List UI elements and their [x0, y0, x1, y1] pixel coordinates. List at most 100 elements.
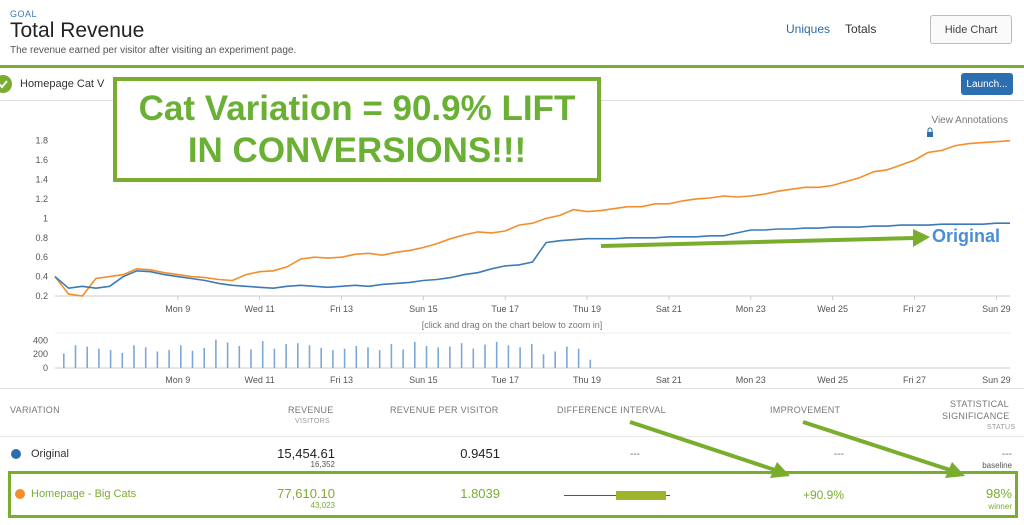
volume-x-tick-label: Fri 13 — [330, 375, 353, 385]
results-chart[interactable]: Mon 9 Wed 11 Fri 13 Sun 15 Tue 17 Thu 19 Sat 2… — [0, 101, 1024, 388]
volume-bar — [285, 343, 287, 368]
variation-name[interactable]: Homepage - Big Cats — [31, 488, 137, 500]
volume-bar — [554, 351, 556, 368]
volume-bar — [215, 339, 217, 368]
y-tick-label: 1 — [43, 213, 48, 223]
page-name[interactable]: Homepage Cat V — [20, 78, 105, 90]
volume-bar — [320, 348, 322, 368]
lock-icon[interactable] — [927, 127, 933, 137]
annotation-arrow — [600, 236, 916, 248]
significance-value: 98% — [985, 486, 1012, 501]
volume-bar — [261, 341, 264, 368]
volume-bar — [519, 347, 521, 368]
variation-name[interactable]: Original — [31, 448, 69, 460]
volume-bar — [472, 348, 475, 368]
volume-bar — [589, 359, 592, 368]
volume-y-tick-label: 0 — [43, 363, 48, 373]
header-status: STATUS — [987, 424, 1016, 431]
x-tick-label: Fri 13 — [330, 304, 353, 314]
goal-header — [0, 0, 1024, 66]
view-annotations-link[interactable]: View Annotations — [931, 115, 1008, 126]
volume-bar — [98, 348, 100, 368]
volume-bar — [308, 345, 311, 368]
volume-bar — [367, 347, 369, 368]
volume-bar — [531, 343, 533, 368]
table-divider — [0, 436, 1024, 437]
y-tick-label: 1.8 — [35, 136, 48, 146]
green-divider — [0, 65, 1024, 68]
volume-bar — [109, 350, 112, 368]
volume-bar — [414, 341, 416, 368]
volume-bar — [203, 348, 205, 368]
volume-bar — [332, 350, 334, 368]
rpv-value: 0.9451 — [460, 446, 500, 461]
significance-value: --- — [1002, 449, 1012, 460]
hide-chart-button[interactable]: Hide Chart — [930, 15, 1012, 44]
y-tick-label: 0.8 — [35, 233, 48, 243]
rpv-value: 1.8039 — [460, 486, 500, 501]
header-diff-interval: DIFFERENCE INTERVAL — [557, 405, 666, 415]
volume-bar — [238, 345, 241, 368]
x-tick-label: Thu 19 — [573, 304, 601, 314]
interval-bar — [616, 491, 666, 500]
x-tick-label: Wed 25 — [817, 304, 848, 314]
volume-bar — [542, 354, 545, 368]
original-series-label: Original — [932, 226, 1000, 246]
launch-button[interactable]: Launch... — [961, 73, 1013, 95]
volume-bar — [577, 348, 580, 368]
zoom-hint: [click and drag on the chart below to zo… — [422, 320, 603, 330]
x-tick-label: Sun 15 — [409, 304, 438, 314]
page-title: Total Revenue — [10, 19, 145, 42]
x-tick-label: Fri 27 — [903, 304, 926, 314]
header-stat-2: SIGNIFICANCE — [942, 411, 1010, 421]
volume-bar — [343, 348, 346, 368]
volume-bar — [168, 350, 170, 368]
improvement-value: +90.9% — [802, 488, 844, 502]
tab-uniques[interactable]: Uniques — [786, 22, 831, 36]
y-tick-label: 0.4 — [35, 272, 48, 282]
volume-bar — [390, 343, 393, 368]
volume-x-tick-label: Fri 27 — [903, 375, 926, 385]
volume-x-tick-label: Sun 15 — [409, 375, 438, 385]
visitors-value: 16,352 — [310, 460, 335, 469]
annotation-box: Cat Variation = 90.9% LIFT IN CONVERSION… — [113, 77, 601, 182]
x-tick-label: Mon 9 — [165, 304, 190, 314]
header-improvement: IMPROVEMENT — [770, 405, 841, 415]
x-tick-label: Sun 29 — [982, 304, 1011, 314]
volume-x-tick-label: Wed 25 — [817, 375, 848, 385]
volume-bar — [355, 345, 358, 368]
volume-bar — [144, 347, 147, 368]
revenue-value: 15,454.61 — [277, 446, 335, 461]
volume-x-tick-label: Mon 23 — [736, 375, 766, 385]
diff-interval-value: --- — [630, 449, 640, 460]
tab-totals[interactable]: Totals — [845, 22, 877, 36]
volume-x-tick-label: Tue 17 — [491, 375, 519, 385]
volume-bar — [191, 350, 194, 368]
volume-x-tick-label: Mon 9 — [165, 375, 190, 385]
y-tick-label: 1.2 — [35, 194, 48, 204]
volume-bar — [133, 345, 135, 368]
check-icon — [0, 75, 12, 93]
variation-color-dot — [11, 449, 21, 459]
status-badge: baseline — [982, 461, 1012, 470]
x-tick-label: Tue 17 — [491, 304, 519, 314]
volume-bar — [495, 341, 498, 368]
improvement-value: --- — [834, 449, 844, 460]
y-tick-label: 1.6 — [35, 155, 48, 165]
x-tick-label: Mon 23 — [736, 304, 766, 314]
annotation-arrowhead — [913, 229, 930, 247]
header-rpv: REVENUE PER VISITOR — [390, 405, 499, 415]
revenue-value: 77,610.10 — [277, 486, 335, 501]
variation-color-dot — [15, 489, 25, 499]
volume-bar — [86, 346, 88, 368]
volume-bar — [297, 343, 299, 368]
status-badge: winner — [988, 502, 1012, 511]
volume-bar — [226, 342, 229, 368]
volume-bar — [121, 352, 124, 368]
volume-x-tick-label: Sat 21 — [656, 375, 682, 385]
volume-bar — [402, 349, 404, 368]
volume-x-tick-label: Thu 19 — [573, 375, 601, 385]
volume-bar — [460, 343, 463, 368]
y-tick-label: 1.4 — [35, 175, 48, 185]
header-variation: VARIATION — [10, 405, 60, 415]
